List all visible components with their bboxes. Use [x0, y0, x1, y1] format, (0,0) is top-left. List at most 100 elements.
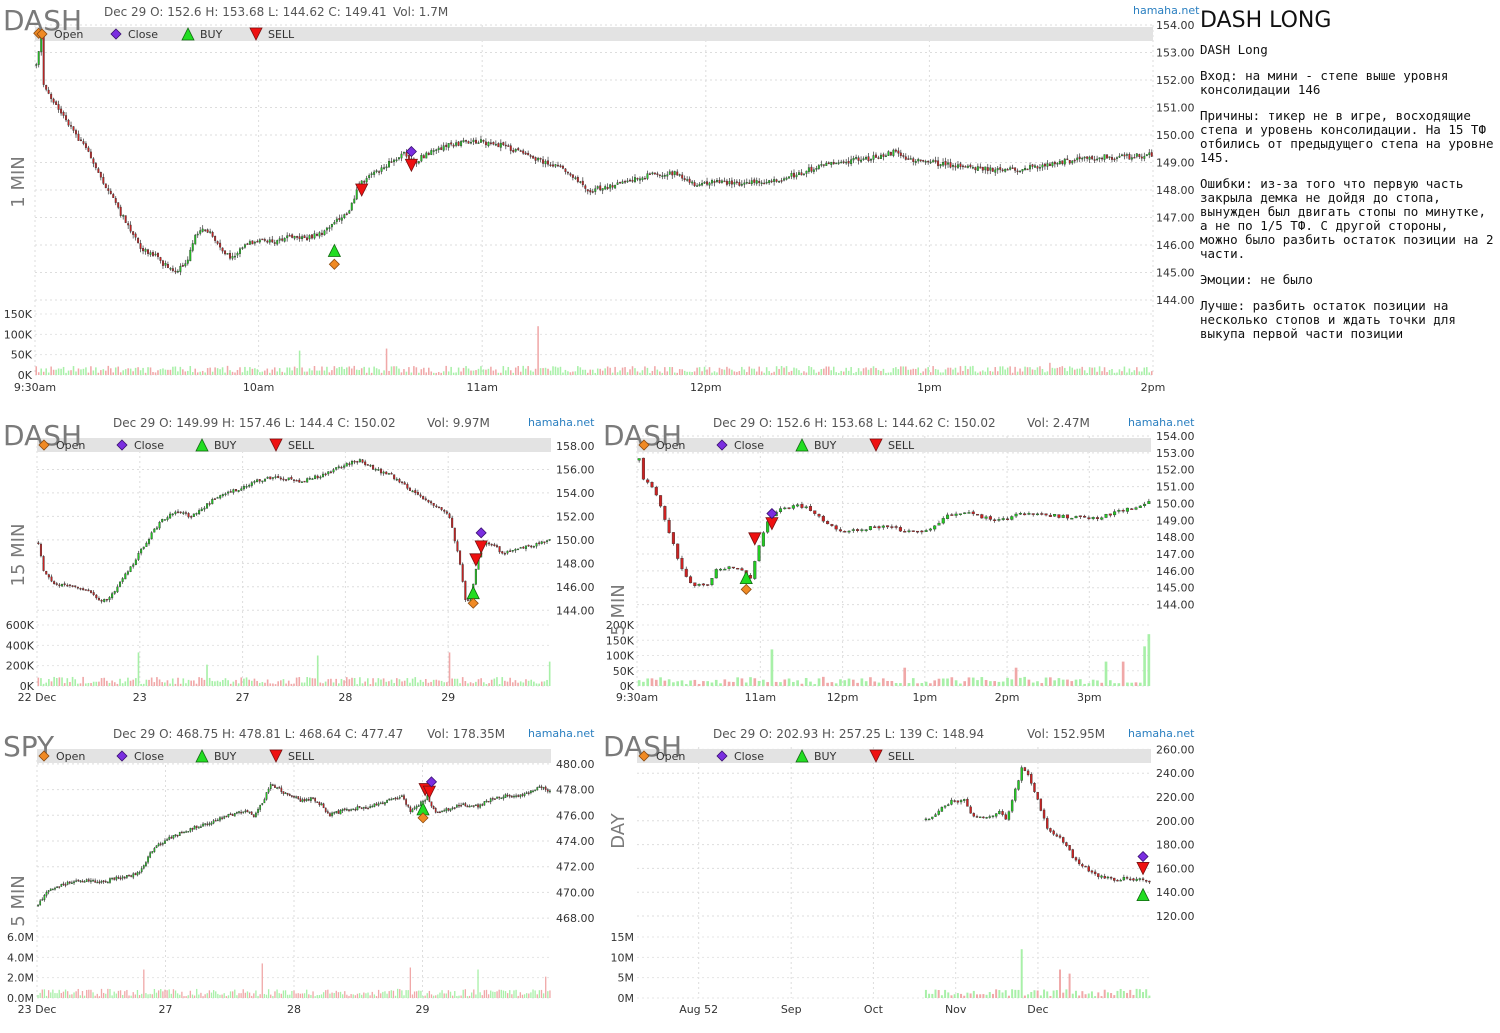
- candle-body: [211, 232, 214, 237]
- volume-bar: [788, 372, 790, 375]
- volume-bar: [150, 677, 153, 686]
- candle-body: [976, 166, 979, 171]
- volume-bar: [132, 371, 134, 375]
- close-marker: [116, 439, 128, 451]
- candle-body: [683, 178, 686, 181]
- volume-bar: [75, 991, 77, 998]
- candle-body: [45, 571, 48, 575]
- candle-body: [385, 471, 388, 475]
- volume-bar: [432, 372, 435, 375]
- volume-bar: [511, 994, 513, 998]
- candle-body: [817, 514, 821, 517]
- volume-bar: [155, 992, 158, 998]
- candle-body: [248, 484, 251, 487]
- volume-bar: [1098, 366, 1101, 375]
- volume-bar: [324, 681, 327, 686]
- volume-bar: [659, 677, 662, 686]
- volume-info: Vol: 152.95M: [1027, 727, 1105, 741]
- volume-bar: [103, 677, 106, 686]
- volume-bar: [37, 994, 39, 998]
- volume-bar: [482, 369, 485, 375]
- volume-bar: [1143, 367, 1146, 375]
- volume-bar: [451, 995, 454, 998]
- x-tick-label: 28: [338, 691, 352, 704]
- open-marker: [638, 750, 650, 762]
- volume-bar: [1066, 679, 1069, 686]
- volume-bar: [525, 679, 527, 686]
- volume-bar: [348, 995, 350, 998]
- candle-body: [1004, 168, 1007, 172]
- candle-body: [216, 819, 219, 822]
- volume-bar: [39, 992, 41, 998]
- volume-bar: [462, 367, 465, 375]
- candle-body: [403, 795, 405, 800]
- volume-bar: [537, 326, 539, 375]
- x-tick-label: Dec: [1027, 1003, 1048, 1016]
- volume-bar: [778, 368, 780, 375]
- candle-body: [361, 459, 364, 463]
- volume-bar: [238, 993, 240, 998]
- volume-bar: [932, 366, 934, 375]
- volume-bar: [1046, 371, 1049, 375]
- candle-body: [1019, 170, 1022, 173]
- volume-bar: [544, 367, 547, 375]
- volume-bar: [1069, 366, 1071, 375]
- volume-bar: [485, 369, 487, 375]
- candle-body: [437, 147, 440, 150]
- volume-bar: [87, 372, 90, 375]
- x-tick-label: 10am: [243, 381, 274, 394]
- volume-bar: [604, 368, 606, 375]
- volume-bar: [817, 678, 821, 686]
- candle-body: [436, 811, 439, 814]
- volume-bar: [1029, 367, 1031, 375]
- candle-body: [427, 499, 430, 503]
- volume-bar: [907, 369, 910, 375]
- candle-body: [71, 882, 73, 884]
- volume-bar: [1049, 677, 1052, 686]
- volume-bar: [255, 990, 257, 998]
- candle-body: [307, 799, 310, 801]
- volume-bar: [847, 678, 851, 686]
- volume-bar: [727, 681, 731, 686]
- candle-body: [402, 151, 405, 154]
- volume-bar: [522, 365, 524, 375]
- candle-body: [450, 142, 453, 145]
- volume-bar: [654, 366, 656, 375]
- volume-bar: [1004, 990, 1007, 998]
- candle-body: [194, 234, 197, 245]
- candle-body: [663, 506, 667, 520]
- volume-bar: [234, 372, 236, 375]
- volume-bar: [564, 369, 567, 375]
- candle-body: [117, 877, 120, 879]
- legend-label-buy: BUY: [814, 439, 837, 452]
- candle-body: [864, 529, 868, 531]
- candle-body: [997, 519, 1001, 521]
- volume-bar: [162, 368, 164, 375]
- x-tick-label: Aug 52: [679, 1003, 718, 1016]
- volume-bar: [170, 993, 172, 998]
- volume-bar: [887, 372, 890, 375]
- volume-bar: [934, 989, 937, 998]
- volume-bar: [916, 683, 919, 686]
- candle-body: [658, 174, 661, 177]
- timeframe-label: DAY: [608, 812, 629, 848]
- volume-bar: [94, 995, 96, 998]
- candle-body: [949, 162, 952, 168]
- candle-body: [566, 171, 569, 174]
- x-tick-label: 29: [441, 691, 455, 704]
- volume-bar: [81, 991, 84, 998]
- volume-bar: [363, 366, 365, 375]
- volume-bar: [439, 992, 441, 998]
- volume-bar: [137, 367, 139, 375]
- candle-body: [800, 503, 804, 508]
- candle-body: [132, 564, 135, 567]
- volume-bar: [493, 678, 496, 686]
- volume-bar: [741, 366, 743, 375]
- volume-bar: [517, 995, 519, 998]
- volume-bar: [664, 367, 666, 375]
- candle-body: [817, 165, 820, 169]
- candle-body: [365, 807, 367, 809]
- volume-bar: [562, 372, 564, 375]
- volume-bar: [79, 995, 82, 998]
- candle-body: [205, 503, 209, 509]
